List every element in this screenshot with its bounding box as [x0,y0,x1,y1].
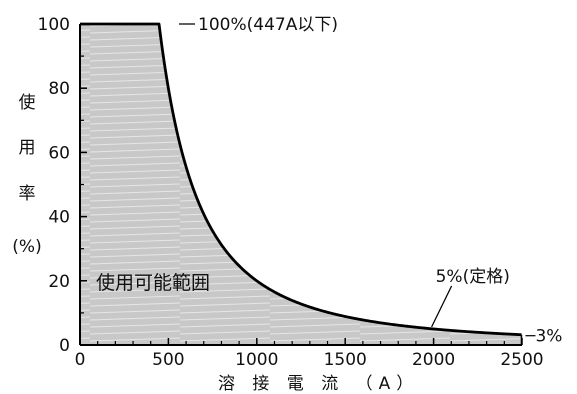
duty-cycle-line [80,22,522,337]
annotations: 100%(447A以下) 5%(定格) 3% [179,15,562,347]
annotation-5pct: 5%(定格) [436,267,510,287]
y-tick-label: 20 [48,272,70,292]
x-tick-label: 0 [75,350,86,370]
annotation-3pct: 3% [535,327,562,347]
area-hatch [80,24,522,345]
usable-region [80,24,523,345]
region-label: 使用可能範囲 [96,272,210,294]
y-axis-title-char: 使 [19,92,36,113]
y-tick-label: 100 [38,15,70,35]
x-tick-label: 1500 [324,350,367,370]
y-tick-label: 60 [48,143,70,163]
annotation-100pct: 100%(447A以下) [198,15,338,35]
x-axis-title: 溶 接 電 流 （A） [218,374,419,394]
x-tick-label: 2500 [500,350,543,370]
annotation-leader [431,285,453,328]
y-axis-title-char: 用 [19,138,36,158]
x-tick-label: 500 [152,350,184,370]
axis-labels: 溶 接 電 流 （A） 使用率 (%) [12,92,419,394]
x-tick-label: 2000 [412,350,455,370]
y-tick-label: 0 [59,336,70,356]
y-axis-unit: (%) [12,237,41,257]
x-tick-label: 1000 [235,350,278,370]
y-axis-title-char: 率 [19,184,36,204]
y-tick-label: 40 [48,208,70,228]
duty-cycle-curve [80,22,522,337]
y-tick-label: 80 [48,79,70,99]
